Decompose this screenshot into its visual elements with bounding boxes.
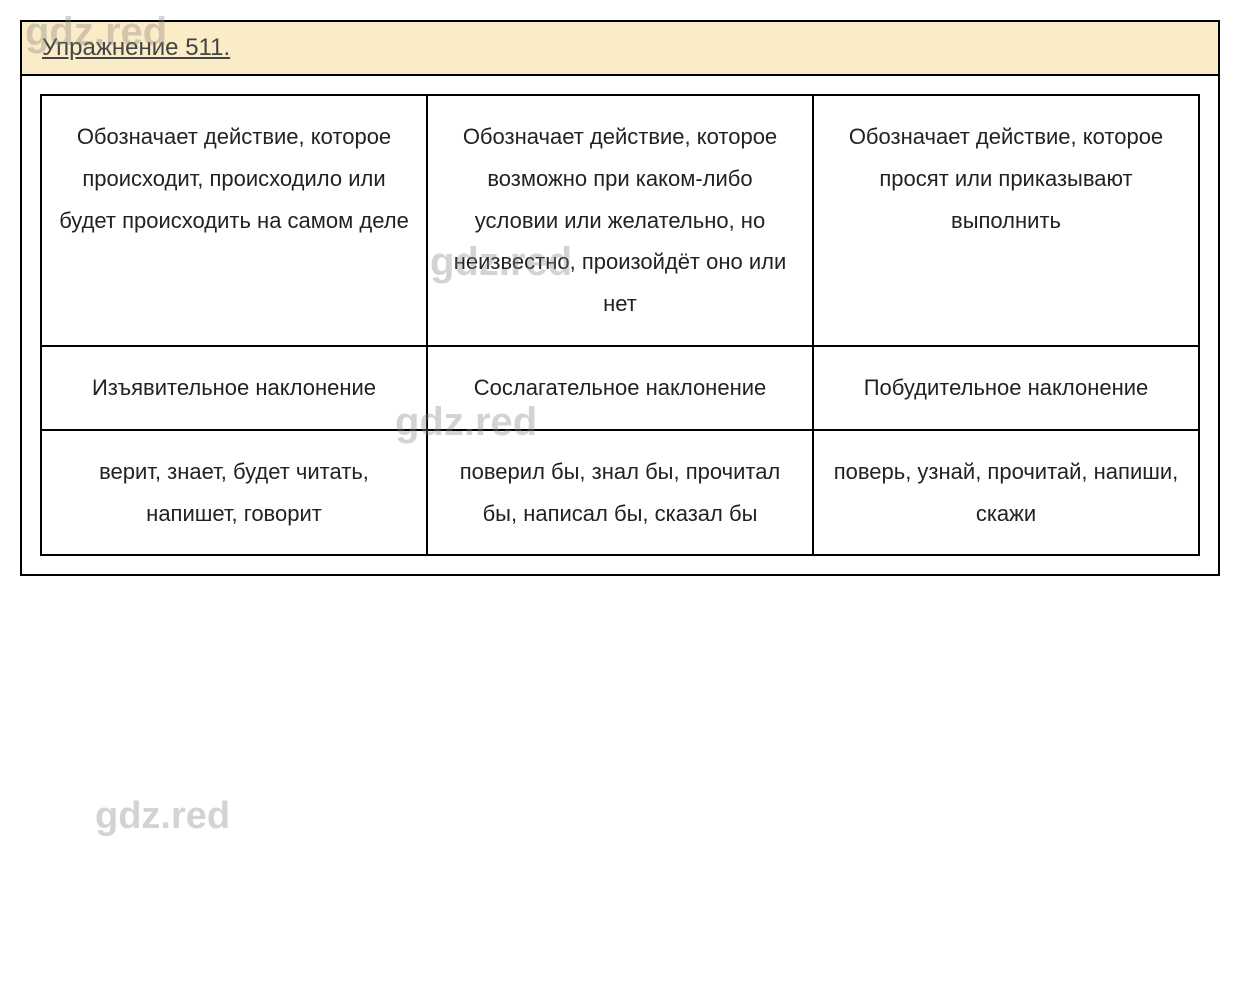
examples-cell: верит, знает, будет читать, напишет, гов…: [41, 430, 427, 556]
table-row: верит, знает, будет читать, напишет, гов…: [41, 430, 1199, 556]
description-cell: Обозначает действие, которое просят или …: [813, 95, 1199, 346]
exercise-container: Упражнение 511. Обозначает действие, кот…: [20, 20, 1220, 576]
exercise-title: Упражнение 511.: [42, 34, 230, 61]
mood-name-cell: Побудительное наклонение: [813, 346, 1199, 430]
mood-name-cell: Изъявительное наклонение: [41, 346, 427, 430]
watermark: gdz.red: [95, 795, 230, 838]
description-cell: Обозначает действие, которое возможно пр…: [427, 95, 813, 346]
description-cell: Обозначает действие, которое происходит,…: [41, 95, 427, 346]
exercise-content-cell: Обозначает действие, которое происходит,…: [21, 75, 1219, 575]
table-row: Изъявительное наклонение Сослагательное …: [41, 346, 1199, 430]
examples-cell: поверил бы, знал бы, прочитал бы, написа…: [427, 430, 813, 556]
exercise-header-cell: Упражнение 511.: [21, 21, 1219, 75]
examples-cell: поверь, узнай, прочитай, напиши, скажи: [813, 430, 1199, 556]
moods-table: Обозначает действие, которое происходит,…: [40, 94, 1200, 556]
mood-name-cell: Сослагательное наклонение: [427, 346, 813, 430]
table-row: Обозначает действие, которое происходит,…: [41, 95, 1199, 346]
